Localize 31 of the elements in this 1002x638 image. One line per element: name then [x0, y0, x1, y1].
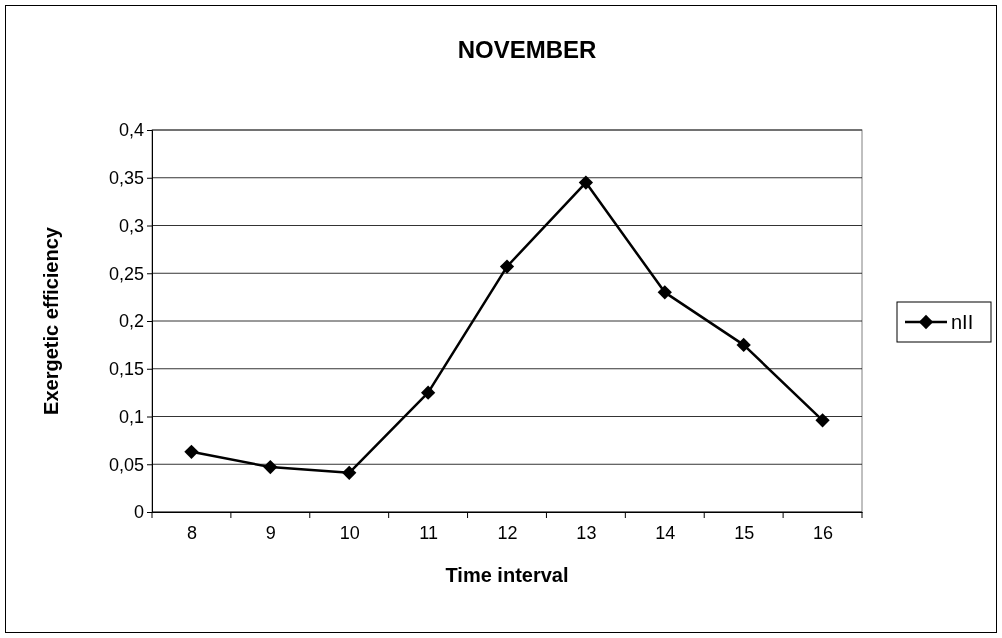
- y-tick-label: 0: [133, 502, 144, 523]
- x-tick-label: 13: [576, 522, 597, 543]
- x-tick-label: 12: [497, 522, 518, 543]
- point: [657, 285, 672, 300]
- point: [578, 175, 594, 190]
- point: [736, 337, 751, 353]
- y-tick-label: 0,3: [118, 215, 144, 236]
- point: [499, 259, 515, 274]
- point: [420, 385, 436, 400]
- point: [184, 444, 199, 459]
- y-tick-label: 0,25: [108, 263, 144, 284]
- y-axis-title: Exergetic efficiency: [40, 226, 62, 415]
- chart-title: NOVEMBER: [457, 36, 597, 63]
- x-axis-title: Time interval: [445, 564, 569, 586]
- x-tick-label: 14: [655, 522, 676, 543]
- x-tick-label: 15: [734, 522, 755, 543]
- x-tick-label: 16: [813, 522, 834, 543]
- y-tick-label: 0,4: [118, 120, 144, 141]
- x-tick-label: 8: [186, 522, 197, 543]
- y-tick-label: 0,1: [118, 406, 144, 427]
- x-tick-label: 9: [265, 522, 276, 543]
- x-tick-label: 10: [339, 522, 360, 543]
- y-tick-label: 0,2: [118, 311, 144, 332]
- y-tick-label: 0,15: [108, 359, 144, 380]
- x-tick-label: 11: [419, 522, 438, 543]
- y-tick-label: 0,05: [108, 454, 144, 475]
- y-tick-label: 0,35: [108, 168, 144, 189]
- legend-label: nII: [951, 311, 974, 333]
- point: [342, 465, 357, 480]
- point: [815, 413, 830, 428]
- point: [263, 459, 278, 475]
